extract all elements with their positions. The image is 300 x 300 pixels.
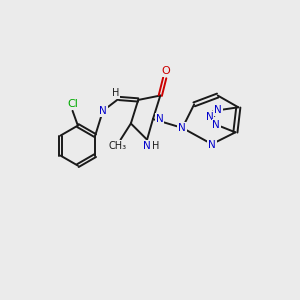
Text: CH₃: CH₃: [109, 141, 127, 151]
Text: N: N: [178, 123, 186, 133]
Text: H: H: [112, 88, 119, 98]
Text: N: N: [143, 141, 151, 151]
Text: N: N: [155, 114, 163, 124]
Text: N: N: [99, 106, 107, 116]
Text: O: O: [162, 66, 171, 76]
Text: H: H: [152, 141, 160, 151]
Text: N: N: [206, 112, 214, 122]
Text: N: N: [208, 140, 216, 150]
Text: N: N: [212, 120, 220, 130]
Text: N: N: [214, 105, 222, 115]
Text: Cl: Cl: [67, 99, 78, 110]
